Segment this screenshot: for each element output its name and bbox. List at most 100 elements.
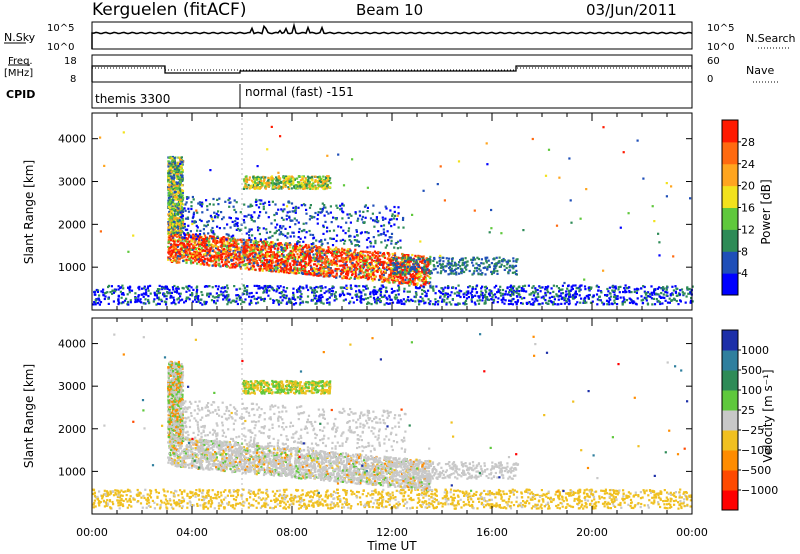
data-cell [339, 254, 343, 257]
data-cell [173, 222, 176, 226]
data-cell [176, 206, 179, 209]
data-cell [169, 231, 172, 234]
data-cell [558, 288, 561, 291]
data-cell [563, 299, 566, 302]
data-cell [156, 288, 160, 291]
data-cell [256, 254, 259, 257]
data-cell [184, 245, 187, 248]
data-cell [269, 254, 273, 257]
data-cell [691, 300, 694, 303]
data-cell [186, 255, 189, 258]
data-cell [682, 293, 685, 296]
data-cell [177, 240, 180, 243]
data-cell [317, 272, 320, 275]
data-cell [574, 303, 577, 306]
data-cell [346, 248, 349, 251]
data-cell [176, 285, 179, 289]
data-cell [350, 267, 353, 270]
data-cell [206, 263, 209, 266]
data-cell [254, 268, 257, 271]
data-cell [266, 254, 269, 257]
data-cell [216, 256, 219, 260]
data-cell [439, 291, 442, 294]
data-cell [165, 285, 168, 288]
data-cell [640, 287, 643, 290]
data-cell [218, 249, 221, 252]
data-cell [433, 257, 436, 261]
data-cell [170, 224, 173, 228]
data-cell [217, 259, 221, 262]
data-cell [178, 222, 181, 225]
data-cell [270, 264, 273, 268]
data-cell [403, 290, 406, 293]
data-cell [168, 167, 171, 170]
data-cell [232, 262, 236, 265]
data-cell [470, 258, 473, 261]
data-cell [308, 248, 311, 251]
data-cell [405, 276, 408, 279]
data-cell [212, 238, 215, 241]
data-cell [97, 297, 100, 300]
data-cell [391, 301, 395, 304]
data-cell [168, 212, 172, 215]
data-cell [604, 294, 607, 297]
data-cell [169, 178, 172, 181]
data-cell [508, 269, 511, 272]
data-cell [246, 246, 249, 249]
data-cell [325, 251, 328, 254]
data-cell [220, 250, 223, 253]
data-cell [197, 258, 200, 261]
data-cell [407, 272, 410, 275]
data-cell [434, 298, 437, 301]
data-cell [573, 296, 576, 299]
data-cell [170, 192, 173, 195]
data-cell [331, 250, 334, 253]
data-cell [242, 238, 245, 241]
data-cell [291, 252, 294, 255]
data-cell [192, 255, 195, 258]
data-cell [168, 236, 171, 239]
data-cell [674, 291, 678, 294]
data-cell [552, 301, 555, 304]
data-cell [198, 239, 201, 242]
data-cell [393, 277, 396, 280]
data-cell [429, 262, 432, 265]
data-cell [197, 260, 200, 264]
data-cell [171, 155, 174, 159]
data-cell [271, 242, 274, 245]
data-cell [348, 257, 351, 260]
data-cell [338, 294, 341, 297]
data-cell [509, 285, 512, 289]
data-cell [380, 287, 383, 290]
data-cell [317, 269, 320, 272]
data-cell [557, 298, 560, 301]
data-cell [319, 254, 322, 257]
data-cell [275, 244, 278, 248]
data-cell [275, 259, 278, 262]
data-cell [317, 295, 320, 298]
data-cell [179, 192, 182, 195]
data-cell [392, 274, 395, 277]
data-cell [167, 241, 170, 244]
data-cell [412, 260, 415, 263]
data-cell [291, 250, 294, 253]
data-cell [409, 259, 412, 262]
data-cell [280, 301, 283, 304]
data-cell [238, 287, 241, 290]
data-cell [192, 246, 195, 249]
data-cell [313, 268, 316, 271]
data-cell [518, 293, 521, 296]
data-cell [296, 253, 299, 256]
data-cell [451, 260, 454, 263]
data-cell [397, 284, 400, 287]
data-cell [484, 257, 487, 260]
data-cell [565, 290, 568, 293]
data-cell [497, 262, 500, 265]
data-cell [355, 256, 358, 259]
data-cell [163, 295, 166, 298]
data-cell [308, 246, 311, 249]
data-cell [177, 218, 180, 222]
data-cell [233, 252, 236, 255]
data-cell [137, 294, 140, 297]
data-cell [177, 191, 180, 194]
